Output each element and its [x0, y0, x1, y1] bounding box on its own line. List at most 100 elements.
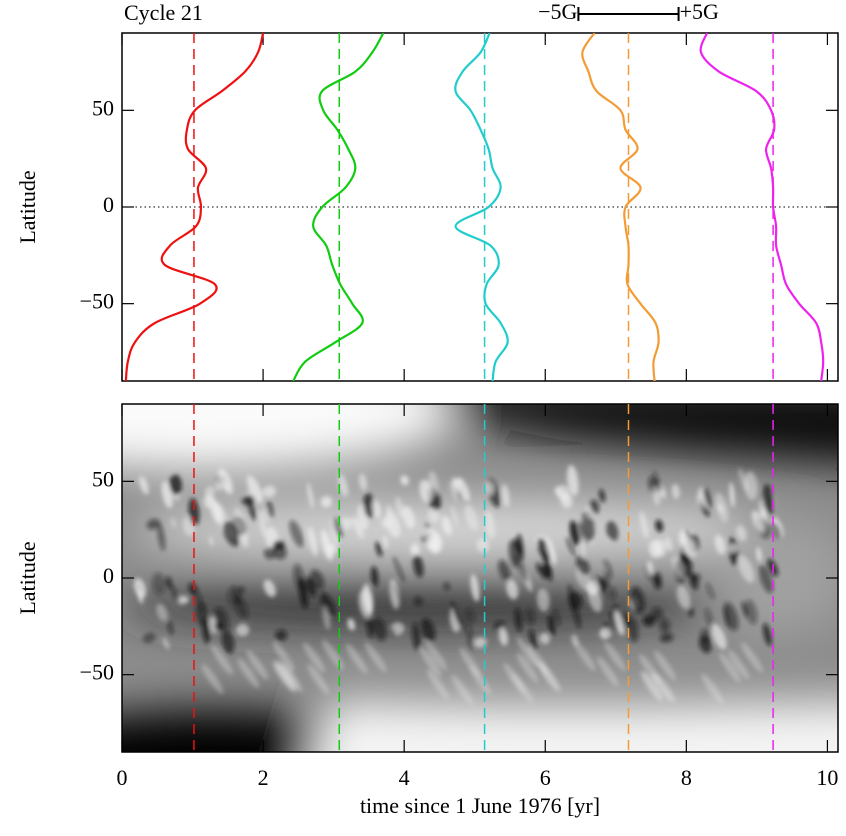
texture-streak: [443, 582, 451, 591]
texture-streak: [237, 658, 260, 689]
texture-streak: [630, 586, 645, 614]
texture-streak: [473, 637, 487, 648]
texture-streak: [275, 629, 288, 642]
texture-streak: [610, 611, 618, 632]
texture-streak: [332, 517, 343, 538]
texture-streak: [393, 556, 405, 583]
texture-streak: [751, 510, 765, 533]
texture-streak: [524, 608, 536, 625]
texture-streak: [539, 632, 550, 645]
texture-streak: [221, 629, 235, 654]
texture-streak: [218, 468, 233, 495]
texture-streak: [589, 499, 600, 514]
texture-streak: [307, 526, 318, 557]
texture-streak: [381, 517, 393, 528]
texture-streak: [293, 563, 305, 591]
texture-streak: [701, 673, 724, 704]
y-tick-label: 50: [92, 466, 114, 491]
texture-streak: [735, 525, 747, 542]
texture-streak: [258, 509, 267, 537]
texture-streak: [539, 564, 552, 579]
texture-streak: [195, 601, 209, 627]
texture-streak: [653, 577, 662, 590]
texture-streak: [322, 605, 331, 630]
texture-streak: [536, 660, 559, 691]
texture-streak: [322, 639, 344, 670]
texture-streak: [639, 511, 649, 539]
texture-streak: [536, 588, 550, 612]
texture-streak: [770, 522, 782, 539]
profile-line: [454, 33, 509, 381]
texture-streak: [167, 619, 174, 635]
texture-streak: [596, 575, 608, 598]
texture-streak: [671, 556, 685, 577]
texture-streak: [729, 482, 735, 508]
y-axis-label: Latitude: [15, 170, 40, 243]
texture-streak: [711, 623, 727, 650]
texture-streak: [604, 641, 626, 672]
texture-streak: [655, 519, 664, 533]
texture-streak: [211, 644, 233, 675]
texture-streak: [704, 607, 715, 632]
texture-streak: [389, 578, 400, 610]
texture-streak: [345, 643, 368, 674]
texture-streak: [763, 484, 775, 515]
texture-streak: [425, 521, 431, 531]
texture-streak: [303, 642, 325, 673]
texture-streak: [170, 517, 177, 529]
x-tick-label: 4: [399, 765, 410, 790]
texture-streak: [451, 601, 465, 631]
texture-streak: [411, 622, 421, 651]
texture-streak: [426, 668, 449, 699]
texture-streak: [659, 633, 674, 643]
texture-streak: [176, 595, 189, 605]
texture-streak: [146, 518, 160, 530]
texture-streak: [372, 617, 387, 641]
texture-streak: [347, 618, 356, 631]
texture-streak: [413, 596, 423, 606]
texture-streak: [359, 473, 367, 491]
texture-streak: [627, 616, 639, 643]
texture-streak: [305, 577, 317, 598]
texture-streak: [600, 563, 607, 573]
texture-streak: [419, 646, 442, 677]
texture-streak: [386, 505, 393, 515]
texture-streak: [654, 650, 676, 681]
texture-streak: [718, 652, 741, 683]
texture-streak: [340, 517, 353, 530]
texture-streak: [157, 522, 166, 551]
texture-streak: [724, 606, 730, 629]
texture-streak: [762, 623, 772, 647]
texture-streak: [698, 635, 712, 654]
texture-streak: [498, 627, 508, 646]
y-tick-label: 0: [103, 563, 114, 588]
texture-streak: [567, 464, 579, 496]
texture-streak: [528, 629, 538, 651]
texture-streak: [385, 510, 401, 538]
texture-streak: [546, 537, 557, 565]
y-tick-label: 0: [103, 192, 114, 217]
texture-streak: [652, 470, 662, 492]
texture-streak: [201, 664, 224, 695]
texture-streak: [364, 642, 387, 673]
profiles: [124, 33, 825, 381]
texture-streak: [235, 623, 250, 637]
texture-streak: [215, 477, 222, 491]
texture-streak: [362, 583, 374, 615]
texture-streak: [470, 574, 480, 602]
texture-streak: [152, 572, 166, 595]
texture-streak: [352, 516, 364, 539]
texture-streak: [514, 607, 523, 632]
texture-streak: [307, 663, 330, 694]
texture-streak: [427, 508, 440, 523]
texture-streak: [262, 485, 276, 498]
texture-streak: [644, 565, 653, 583]
texture-streak: [246, 649, 269, 680]
texture-streak: [568, 591, 583, 609]
texture-streak: [169, 474, 182, 496]
texture-streak: [756, 546, 762, 563]
texture-streak: [441, 515, 452, 536]
texture-streak: [659, 618, 671, 634]
texture-streak: [389, 626, 396, 638]
